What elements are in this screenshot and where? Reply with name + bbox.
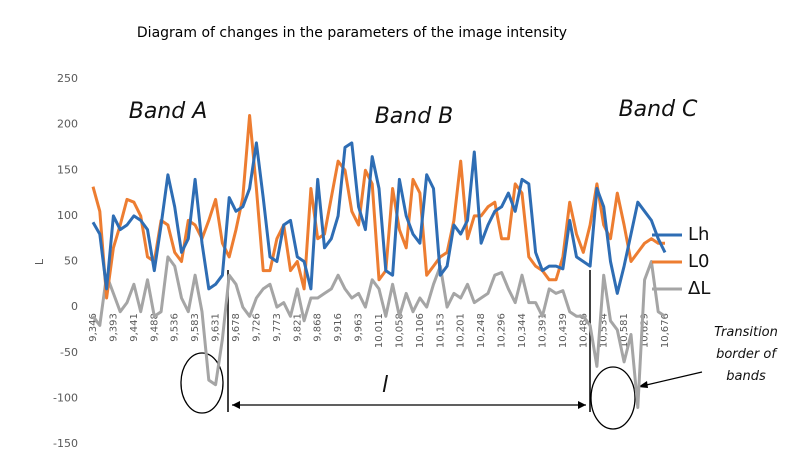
note-arrow-head <box>638 381 648 388</box>
legend-label: ΔL <box>688 278 710 299</box>
x-tick-label: 10,391 <box>537 313 548 348</box>
x-tick-label: 10,486 <box>578 313 589 348</box>
x-tick-label: 9,916 <box>333 313 344 342</box>
x-tick-label: 9,583 <box>190 313 201 342</box>
y-axis-label: L <box>33 258 46 265</box>
y-tick-label: 150 <box>57 163 78 176</box>
band-label: Band C <box>619 97 698 122</box>
x-tick-label: 9,726 <box>251 313 262 342</box>
note-arrow <box>641 371 703 387</box>
y-tick-label: 250 <box>57 72 78 85</box>
x-tick-label: 10,058 <box>394 313 405 348</box>
y-tick-label: -100 <box>53 391 78 404</box>
x-tick-label: 9,773 <box>272 313 283 342</box>
series-line <box>91 255 666 409</box>
y-tick-label: 200 <box>57 118 78 131</box>
x-tick-label: 10,106 <box>415 313 426 348</box>
x-tick-label: 9,346 <box>88 313 99 342</box>
x-tick-label: 9,821 <box>292 313 303 342</box>
legend-label: L0 <box>688 251 709 272</box>
transition-note: Transition border of bands <box>714 325 778 384</box>
x-tick-label: 9,963 <box>354 313 365 342</box>
x-tick-label: 10,296 <box>497 313 508 348</box>
y-tick-label: -50 <box>60 346 78 359</box>
length-label: l <box>382 373 388 398</box>
x-tick-label: 9,441 <box>129 313 140 342</box>
border-circle <box>180 352 224 414</box>
x-tick-label: 9,678 <box>231 313 242 342</box>
x-tick-label: 9,631 <box>211 313 222 342</box>
x-tick-label: 9,393 <box>108 313 119 342</box>
y-tick-label: -150 <box>53 437 78 450</box>
x-tick-label: 9,488 <box>149 313 160 342</box>
band-label: Band A <box>129 99 208 124</box>
y-tick-label: 50 <box>64 255 78 268</box>
x-tick-label: 10,676 <box>660 313 671 348</box>
x-tick-label: 10,534 <box>599 313 610 348</box>
x-tick-label: 10,629 <box>640 313 651 348</box>
series-line <box>91 114 665 300</box>
x-tick-label: 10,153 <box>435 313 446 348</box>
border-circle <box>590 366 636 430</box>
y-tick-label: 100 <box>57 209 78 222</box>
band-label: Band B <box>375 104 454 129</box>
x-tick-label: 10,248 <box>476 313 487 348</box>
x-tick-label: 10,201 <box>456 313 467 348</box>
x-tick-label: 10,581 <box>619 313 630 348</box>
x-tick-label: 10,344 <box>517 313 528 348</box>
chart-title: Diagram of changes in the parameters of … <box>137 25 567 41</box>
x-tick-label: 10,439 <box>558 313 569 348</box>
x-tick-label: 10,011 <box>374 313 385 348</box>
y-tick-label: 0 <box>71 300 78 313</box>
legend-label: Lh <box>688 224 709 245</box>
series-line <box>91 141 667 295</box>
x-tick-label: 9,536 <box>170 313 181 342</box>
x-tick-label: 9,868 <box>313 313 324 342</box>
